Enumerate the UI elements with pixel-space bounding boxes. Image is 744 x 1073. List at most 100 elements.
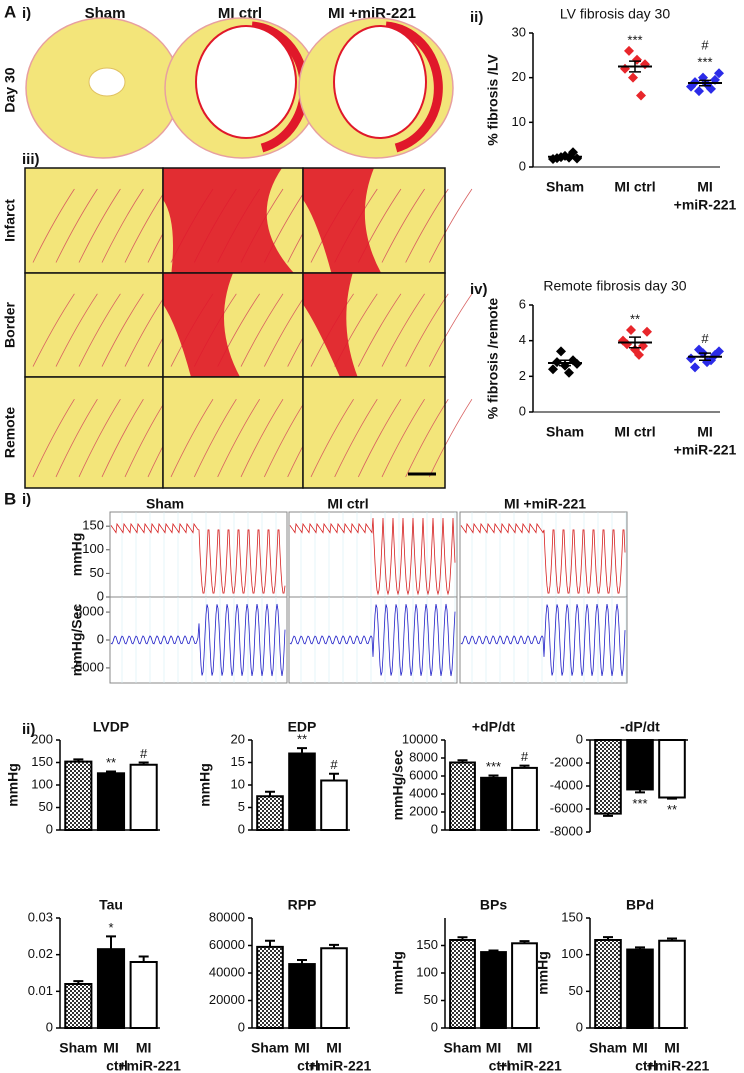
panel-label: i) (22, 5, 31, 22)
collagen-fiber (240, 293, 284, 367)
x-tick-label: Sham (443, 1040, 481, 1056)
collagen-fiber (405, 293, 449, 367)
y-tick-label: 0 (576, 731, 583, 746)
bar (129, 763, 158, 831)
x-tick-label: MI ctrl (614, 179, 655, 195)
x-tick-label: ctrl (489, 1058, 511, 1073)
row-label: Border (2, 302, 18, 348)
collagen-fiber (405, 398, 449, 478)
annotation: * (108, 920, 113, 935)
chart-title: RPP (288, 897, 317, 913)
micrograph (303, 377, 445, 488)
x-tick-label: +miR-221 (309, 1058, 372, 1073)
micrograph (163, 377, 303, 488)
x-tick-label: MI (326, 1040, 342, 1056)
annotation: ** (106, 755, 116, 770)
collagen-fiber (55, 398, 98, 478)
y-tick-label: 4000 (409, 785, 438, 800)
fibrosis (303, 273, 358, 377)
annotation: ** (297, 732, 307, 747)
y-tick-label: 6000 (409, 767, 438, 782)
trace (460, 603, 626, 677)
bar (256, 795, 284, 831)
trace-title: Sham (146, 496, 184, 512)
collagen-fiber (310, 398, 354, 478)
bar (288, 963, 316, 1029)
collagen-fiber (334, 398, 378, 478)
x-tick-label: +miR-221 (647, 1058, 710, 1073)
fibrosis (163, 273, 240, 377)
collagen-fiber (170, 398, 214, 478)
bar (129, 961, 158, 1029)
y-tick-label: 0 (519, 158, 526, 173)
bar (594, 939, 622, 1029)
x-tick-label: MI (517, 1040, 533, 1056)
data-point (690, 362, 700, 373)
data-point (640, 59, 650, 70)
x-tick-label: Sham (589, 1040, 627, 1056)
bar (320, 947, 348, 1029)
y-tick-label: 0.02 (28, 946, 53, 961)
x-tick-label: +miR-221 (674, 442, 737, 458)
chart-title: LVDP (93, 719, 129, 735)
micrograph (25, 273, 163, 377)
lumen (333, 25, 427, 139)
collagen-fiber (55, 293, 98, 367)
x-tick-label: ctrl (635, 1058, 657, 1073)
column-header: MI +miR-221 (328, 5, 416, 22)
annotation: *** (627, 32, 642, 47)
data-point (624, 45, 634, 56)
y-tick-label: 150 (561, 909, 583, 924)
error-bar (629, 60, 641, 73)
annotation: # (330, 757, 338, 772)
y-tick-label: 20 (231, 731, 245, 746)
collagen-fiber (32, 398, 75, 478)
annotation: # (701, 38, 709, 53)
x-tick-label: Sham (546, 424, 584, 440)
panel-label: iv) (470, 281, 488, 298)
y-tick-label: 150 (82, 518, 104, 533)
collagen-fiber (78, 293, 121, 367)
chart-title: EDP (288, 719, 317, 735)
error-bar (265, 939, 275, 947)
annotation: ** (630, 311, 640, 326)
data-point (626, 324, 636, 335)
y-tick-label: 40000 (209, 964, 245, 979)
bar (64, 983, 93, 1029)
y-tick-label: -2000 (550, 754, 583, 769)
fibrosis (163, 168, 294, 273)
data-point (714, 68, 724, 79)
x-tick-label: MI (103, 1040, 119, 1056)
bar (256, 945, 284, 1029)
row-label: Day 30 (2, 67, 18, 112)
x-tick-label: MI ctrl (614, 424, 655, 440)
micrograph (25, 168, 163, 273)
collagen-fiber (263, 293, 307, 367)
trace-title: MI ctrl (327, 496, 368, 512)
chart-title: LV fibrosis day 30 (560, 6, 670, 22)
trace-frame (109, 596, 288, 684)
y-tick-label: 150 (416, 937, 438, 952)
x-tick-label: Sham (546, 179, 584, 195)
y-tick-label: 50 (569, 983, 583, 998)
panel-label: ii) (470, 9, 483, 26)
collagen-fiber (357, 398, 402, 478)
data-point (564, 367, 574, 378)
y-tick-label: 80000 (209, 909, 245, 924)
collagen-fiber (381, 188, 425, 263)
y-tick-label: 0 (431, 821, 438, 836)
x-tick-label: MI (486, 1040, 502, 1056)
collagen-fiber (217, 398, 261, 478)
y-tick-label: 4 (519, 332, 526, 347)
bar (626, 948, 654, 1029)
chart-title: Tau (99, 897, 123, 913)
y-axis-label: mmHg (5, 763, 21, 807)
error-bar (329, 772, 339, 781)
annotation: # (521, 749, 529, 764)
y-axis-label: mmHg (390, 951, 406, 995)
y-tick-label: 100 (31, 776, 53, 791)
y-tick-label: 2000 (409, 803, 438, 818)
annotation: # (140, 746, 148, 761)
trace (110, 603, 286, 677)
